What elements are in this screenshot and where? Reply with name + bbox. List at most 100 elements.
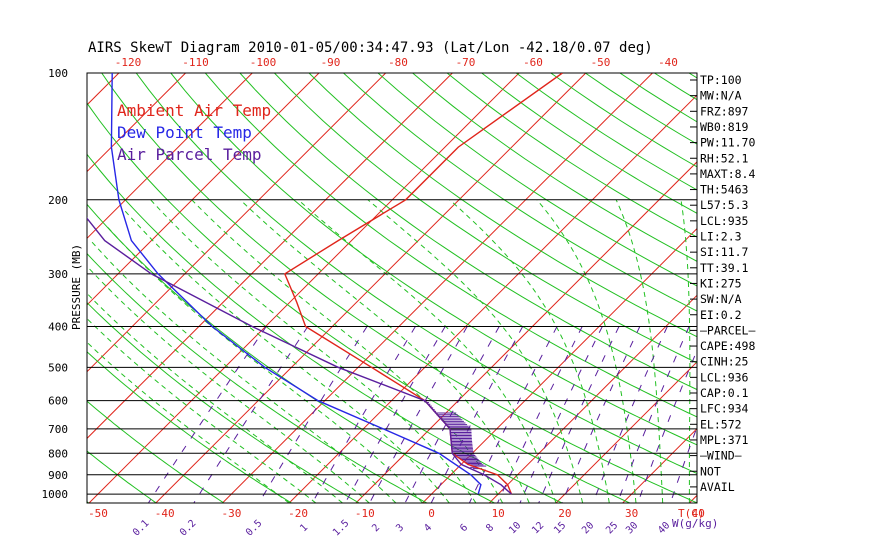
- mixing-ratio-tick-label: 0.5: [244, 518, 265, 539]
- isotherm-line: [87, 73, 320, 306]
- mixing-ratio-line: [519, 326, 603, 503]
- dry-adiabat-line: [204, 73, 697, 418]
- dry-adiabat-line: [135, 73, 697, 475]
- mixing-ratio-tick-label: 10: [507, 520, 523, 536]
- top-temp-tick-label: -120: [115, 56, 142, 69]
- stats-item: PW:11.70: [700, 136, 755, 150]
- isotherm-line: [823, 73, 870, 503]
- pressure-tick-label: 900: [48, 469, 68, 482]
- mixing-axis-unit: W(g/kg): [672, 517, 718, 530]
- stats-item: —PARCEL—: [700, 323, 755, 337]
- isotherm-line: [222, 73, 653, 503]
- dry-adiabat-line: [87, 450, 157, 503]
- mixing-ratio-line: [561, 326, 641, 503]
- moist-adiabat-line: [239, 199, 530, 503]
- isotherm-line: [155, 73, 587, 503]
- pressure-tick-label: 600: [48, 395, 68, 408]
- mixing-ratio-tick-label: 15: [552, 520, 568, 536]
- moist-adiabat-line: [615, 199, 664, 503]
- stats-item: EL:572: [700, 417, 742, 431]
- dry-adiabat-line: [515, 73, 697, 191]
- stats-item: —WIND—: [700, 449, 742, 463]
- top-temp-tick-label: -110: [182, 56, 209, 69]
- mixing-ratio-line: [637, 349, 697, 503]
- pressure-tick-label: 800: [48, 447, 68, 460]
- stats-item: LI:2.3: [700, 230, 742, 244]
- bottom-temp-tick-label: 20: [558, 507, 571, 520]
- dry-adiabat-line: [377, 73, 697, 287]
- mixing-ratio-tick-label: 25: [604, 520, 620, 536]
- mixing-ratio-line: [468, 326, 558, 503]
- mixing-ratio-tick-label: 40: [656, 520, 672, 536]
- chart-title: AIRS SkewT Diagram 2010-01-05/00:34:47.9…: [88, 40, 653, 56]
- mixing-ratio-line: [616, 326, 690, 503]
- series-line: [87, 217, 512, 495]
- pressure-tick-label: 300: [48, 268, 68, 281]
- mixing-ratio-tick-label: 6: [458, 522, 470, 534]
- stats-item: AVAIL: [700, 480, 735, 494]
- pressure-tick-label: 700: [48, 423, 68, 436]
- mixing-ratio-tick-label: 12: [530, 520, 546, 536]
- moist-adiabat-line: [105, 224, 423, 503]
- stats-item: LFC:934: [700, 402, 749, 416]
- dry-adiabat-line: [412, 73, 697, 262]
- mixing-ratio-tick-label: 1: [298, 522, 310, 534]
- mixing-ratio-line: [311, 326, 416, 503]
- mixing-ratio-line: [404, 326, 500, 503]
- isotherm-line: [422, 227, 697, 503]
- moist-adiabat-line: [449, 199, 610, 503]
- stats-item: KI:275: [700, 276, 742, 290]
- top-temp-tick-label: -50: [591, 56, 611, 69]
- stats-item: SW:N/A: [700, 292, 742, 306]
- plot-frame: [86, 72, 698, 504]
- stats-item: SI:11.7: [700, 245, 749, 259]
- mixing-ratio-line: [258, 326, 368, 503]
- mixing-ratio-tick-label: 4: [422, 522, 434, 534]
- moist-adiabat-line: [150, 199, 477, 503]
- dry-adiabat-line: [308, 73, 697, 338]
- moist-adiabat-line: [87, 317, 317, 503]
- dry-adiabat-line: [87, 301, 360, 503]
- dry-adiabat-line: [87, 400, 225, 503]
- bottom-temp-tick-label: -10: [355, 507, 375, 520]
- legend-item: Dew Point Temp: [117, 123, 252, 142]
- top-temp-tick-label: -40: [658, 56, 678, 69]
- isotherm-line: [87, 73, 387, 373]
- pressure-tick-label: 200: [48, 194, 68, 207]
- moist-adiabat-line: [87, 341, 290, 503]
- isotherm-line: [87, 73, 186, 173]
- mixing-ratio-line: [430, 326, 524, 503]
- moist-adiabat-line: [297, 199, 557, 503]
- dry-adiabat-line: [0, 73, 21, 503]
- dry-adiabat-line: [87, 252, 428, 503]
- isotherm-line: [488, 294, 697, 503]
- mixing-ratio-line: [670, 425, 697, 503]
- dry-adiabat-line: [87, 351, 292, 503]
- stats-item: LCL:935: [700, 214, 748, 228]
- dry-adiabat-line: [343, 73, 697, 312]
- mixing-ratio-tick-label: 3: [394, 522, 406, 534]
- dry-adiabat-line: [274, 73, 697, 364]
- stats-item: MW:N/A: [700, 89, 742, 103]
- mixing-ratio-line: [592, 326, 668, 503]
- y-axis-label: PRESSURE (MB): [70, 244, 83, 330]
- dry-adiabat-line: [239, 73, 697, 391]
- stats-item: TH:5463: [700, 183, 749, 197]
- isotherm-line: [0, 73, 52, 503]
- bottom-temp-tick-label: -40: [155, 507, 175, 520]
- pressure-tick-label: 500: [48, 361, 68, 374]
- stats-item: TT:39.1: [700, 261, 749, 275]
- dry-adiabat-line: [87, 102, 631, 503]
- mixing-ratio-line: [369, 326, 468, 503]
- moist-adiabat-line: [367, 199, 584, 503]
- top-temp-tick-label: -90: [321, 56, 341, 69]
- pressure-tick-label: 1000: [42, 488, 69, 501]
- isotherm-line: [622, 427, 697, 503]
- series-line: [110, 73, 482, 495]
- bottom-temp-tick-label: 40: [692, 507, 705, 520]
- pressure-tick-label: 100: [48, 67, 68, 80]
- isotherm-line: [87, 73, 120, 106]
- stats-item: RH:52.1: [700, 151, 749, 165]
- isotherm-line: [355, 161, 697, 503]
